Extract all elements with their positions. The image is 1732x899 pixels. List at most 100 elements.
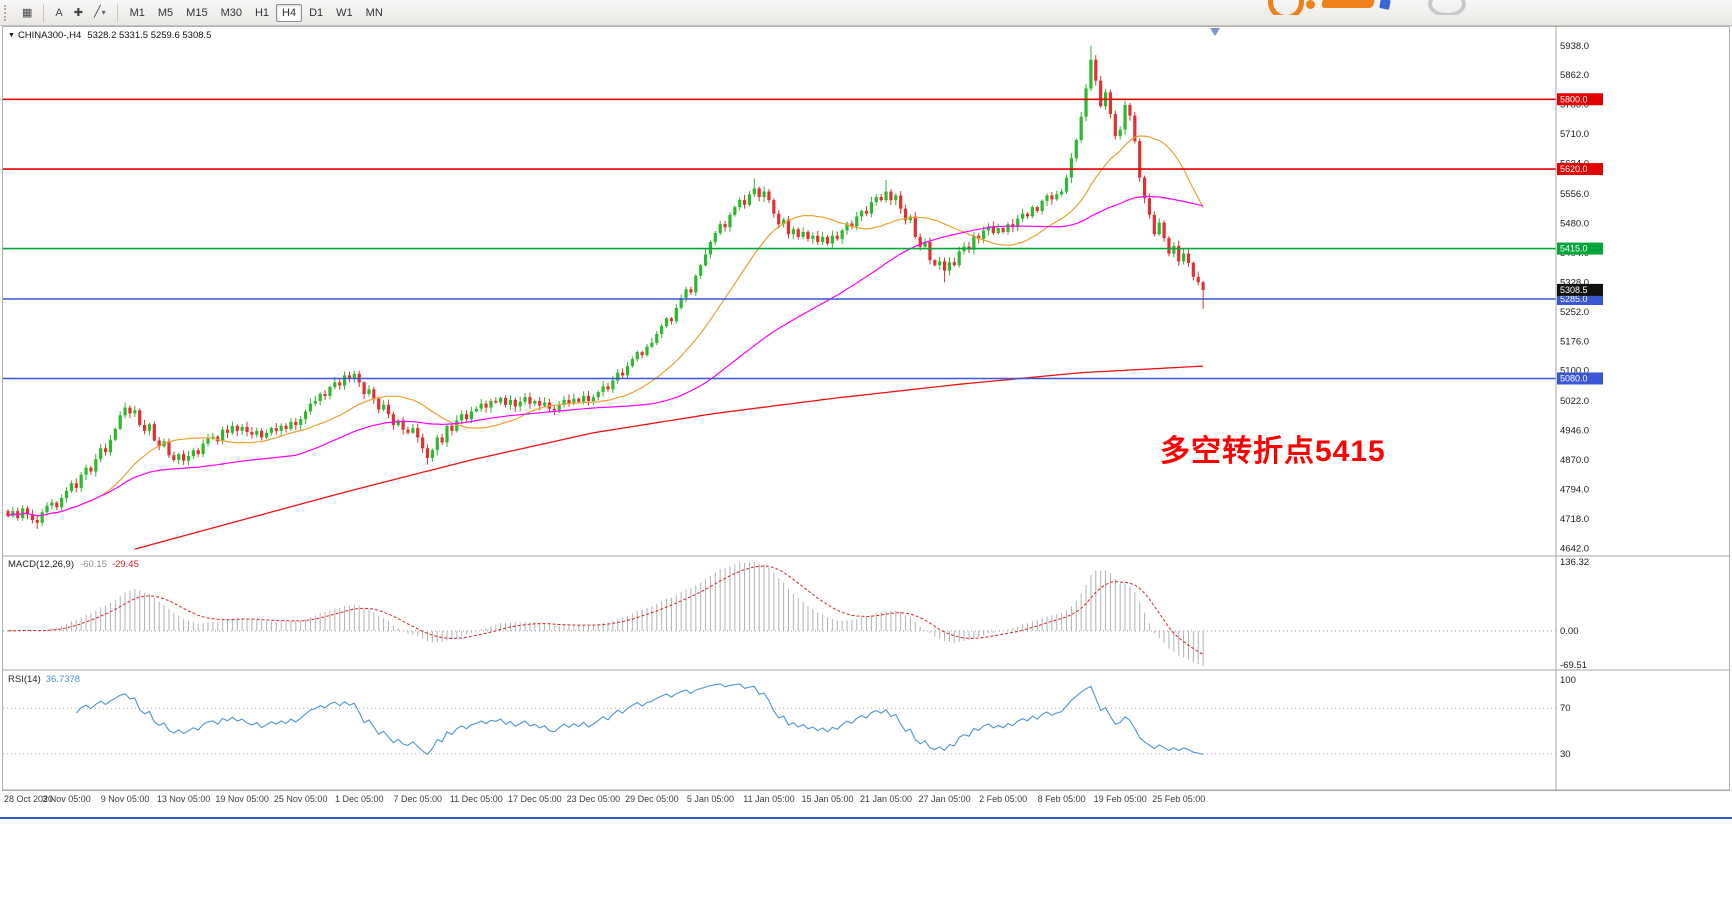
candle-body	[1025, 213, 1030, 217]
chart-canvas[interactable]: 136.320.00-69.5110070305938.05862.05786.…	[0, 26, 1732, 899]
candle-body	[94, 459, 98, 472]
candle-body	[1050, 195, 1054, 200]
current-price-tag: 5308.5	[1557, 283, 1603, 296]
tf-m5-button[interactable]: M5	[152, 4, 179, 22]
candle-body	[1030, 207, 1034, 217]
candle-body	[601, 386, 605, 393]
candle-body	[411, 428, 415, 433]
svg-text:3 Nov 05:00: 3 Nov 05:00	[42, 794, 91, 804]
candle-body	[40, 512, 44, 523]
candle-body	[182, 454, 186, 461]
svg-text:30: 30	[1560, 749, 1571, 760]
candle-body	[1186, 253, 1191, 263]
candle-body	[440, 437, 444, 443]
candle-body	[401, 420, 405, 430]
candle-body	[64, 490, 69, 498]
candle-body	[289, 421, 293, 429]
candle-body	[499, 397, 503, 403]
candle-body	[147, 424, 152, 431]
candle-body	[1016, 218, 1020, 228]
candle-body	[591, 397, 595, 401]
candle-body	[445, 425, 449, 443]
tf-w1-button[interactable]: W1	[330, 4, 359, 22]
toolbar-separator	[43, 3, 45, 22]
candle-body	[113, 428, 117, 440]
candle-body	[1162, 222, 1166, 239]
tf-d1-button[interactable]: D1	[303, 4, 329, 22]
svg-text:1 Dec 05:00: 1 Dec 05:00	[335, 794, 384, 804]
candle-body	[513, 399, 517, 407]
candle-body	[957, 251, 961, 266]
candle-body	[1181, 253, 1186, 262]
candle-body	[1177, 245, 1181, 262]
line-studies-icon[interactable]: ╱▾	[89, 3, 111, 22]
candle-body	[606, 386, 610, 390]
windows-icon[interactable]: ▦	[17, 4, 37, 22]
candle-body	[938, 261, 942, 266]
svg-text:5862.0: 5862.0	[1560, 70, 1589, 81]
ma-mid-line	[7, 195, 1204, 517]
rsi-line	[75, 683, 1204, 756]
candle-body	[811, 235, 815, 239]
svg-text:70: 70	[1560, 703, 1571, 714]
tf-m1-button[interactable]: M1	[124, 4, 151, 22]
candle-body	[567, 399, 571, 404]
svg-text:4718.0: 4718.0	[1560, 514, 1589, 525]
logo-oval-shape	[1428, 0, 1466, 15]
watermark-logo	[1268, 0, 1478, 15]
candle-body	[699, 265, 703, 276]
crosshair-icon[interactable]: ✚	[69, 4, 88, 22]
candle-body	[669, 318, 674, 322]
svg-text:0.00: 0.00	[1560, 626, 1579, 637]
tf-m30-button[interactable]: M30	[215, 4, 248, 22]
svg-text:15 Jan 05:00: 15 Jan 05:00	[801, 794, 853, 804]
candle-body	[1089, 59, 1093, 89]
candle-body	[1108, 92, 1113, 115]
candle-body	[484, 403, 488, 408]
svg-text:136.32: 136.32	[1560, 557, 1589, 568]
candle-body	[489, 400, 493, 408]
text-label-tool-icon[interactable]: A	[50, 4, 67, 22]
candle-body	[703, 254, 708, 266]
candle-body	[772, 200, 776, 214]
candle-body	[377, 398, 381, 410]
svg-text:29 Dec 05:00: 29 Dec 05:00	[625, 794, 679, 804]
candle-body	[274, 428, 278, 431]
candle-body	[108, 439, 113, 453]
rsi-label: RSI(14) 36.7378	[8, 674, 80, 685]
candle-body	[128, 407, 132, 414]
toolbar-grip[interactable]	[4, 4, 11, 21]
candle-body	[50, 502, 54, 506]
candle-body	[421, 437, 425, 449]
candle-body	[1045, 195, 1049, 201]
svg-text:11 Dec 05:00: 11 Dec 05:00	[450, 794, 503, 804]
symbol-period-text: CHINA300-,H4	[17, 30, 82, 41]
candle-body	[786, 219, 791, 235]
candle-body	[303, 411, 308, 420]
candle-body	[630, 359, 634, 367]
candle-body	[328, 387, 332, 396]
candle-body	[152, 424, 156, 441]
svg-text:21 Jan 05:00: 21 Jan 05:00	[860, 794, 912, 804]
candle-body	[674, 307, 678, 322]
candle-body	[728, 214, 732, 228]
candle-body	[45, 505, 49, 513]
collapse-triangle-icon[interactable]: ▼	[8, 32, 15, 39]
tf-mn-button[interactable]: MN	[360, 4, 389, 22]
candle-body	[860, 210, 864, 217]
tf-h1-button[interactable]: H1	[249, 4, 275, 22]
candle-body	[933, 260, 937, 266]
candle-body	[464, 414, 469, 420]
tf-m15-button[interactable]: M15	[180, 4, 213, 22]
candle-body	[494, 400, 498, 403]
candle-body	[679, 297, 683, 308]
candle-body	[1167, 238, 1171, 254]
tf-h4-button[interactable]: H4	[276, 3, 303, 22]
candle-body	[991, 226, 995, 234]
candle-body	[830, 235, 834, 244]
chart-shift-marker-icon[interactable]	[1210, 28, 1220, 36]
candle-body	[1191, 262, 1195, 277]
candle-body	[879, 196, 883, 201]
candle-body	[230, 425, 234, 433]
